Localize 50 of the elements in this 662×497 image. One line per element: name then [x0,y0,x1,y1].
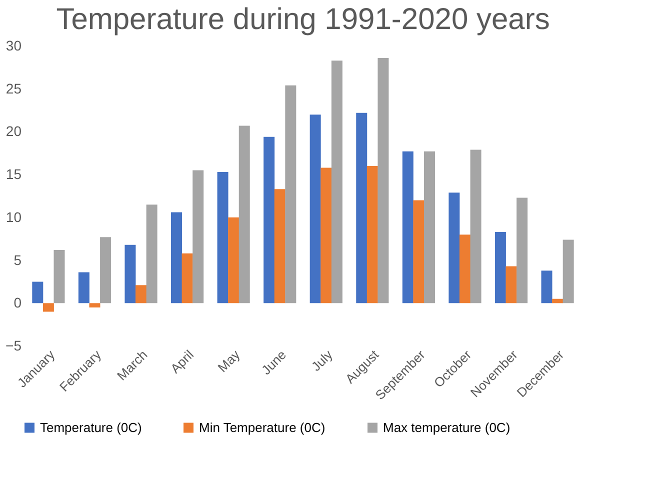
bar [264,136,275,304]
bar [217,172,228,304]
bar [459,234,470,304]
bar [356,112,368,304]
bar [124,244,136,304]
y-tick-label: 10 [6,208,22,225]
bar [310,114,321,304]
y-tick-label: 20 [6,123,22,140]
bar [552,298,564,304]
bar [402,151,414,304]
bar [136,285,147,304]
y-tick-label: 30 [6,38,22,54]
legend-label: Temperature (0C) [40,420,142,435]
legend-label: Max temperature (0C) [383,420,510,435]
bar [78,272,90,304]
bar [54,250,65,304]
bar [413,200,424,304]
bar [182,253,193,304]
bar [146,204,158,304]
x-tick-label: May [214,346,244,376]
bar [192,170,204,304]
y-tick-label: 0 [14,294,22,311]
bar [100,237,112,304]
bar [89,303,100,308]
bar [285,85,296,304]
bar [424,151,435,304]
y-tick-label: −5 [6,338,22,354]
bar [470,150,482,304]
bar [32,282,44,304]
bar [320,168,332,304]
bar [541,270,552,304]
bar [448,192,460,304]
bar [506,266,517,304]
bar [274,189,286,304]
bar [366,166,378,304]
bar [378,58,389,304]
bar [562,240,574,304]
bar [228,217,240,304]
chart-title: Temperature during 1991-2020 years [56,3,550,36]
bar [331,60,342,304]
bar [42,303,54,312]
bar [494,232,506,304]
bar [516,198,528,304]
bar [238,126,250,304]
legend-label: Min Temperature (0C) [199,420,326,435]
y-tick-label: 25 [6,80,22,96]
bar [171,212,182,304]
y-tick-label: 5 [14,252,22,268]
x-tick-label: July [308,346,336,374]
y-tick-label: 15 [6,166,22,182]
